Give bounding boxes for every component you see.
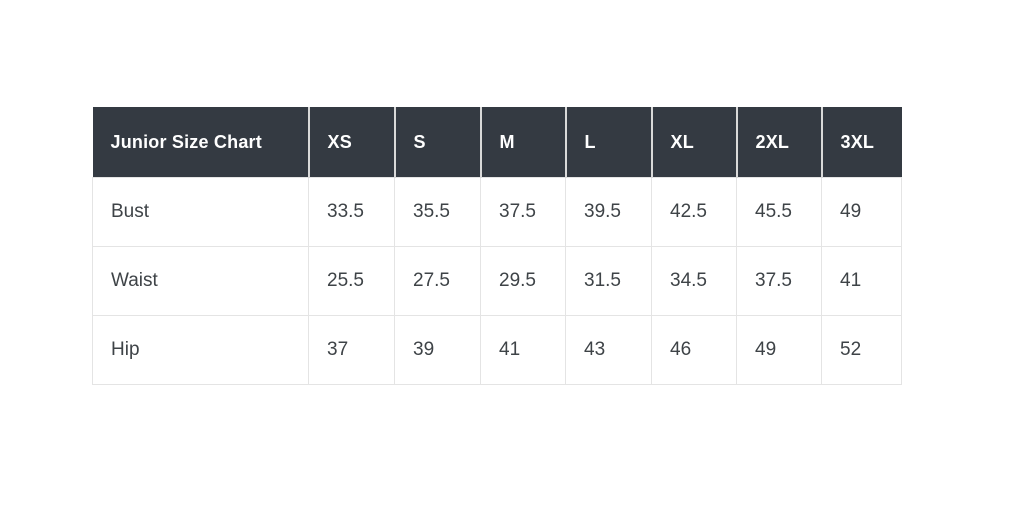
header-row: Junior Size Chart XS S M L XL 2XL 3XL [92, 107, 902, 178]
table-row-waist: Waist 25.5 27.5 29.5 31.5 34.5 37.5 41 [92, 246, 902, 316]
size-value-cell: 41 [480, 315, 566, 385]
size-column-header-xs: XS [308, 107, 396, 178]
table-row-bust: Bust 33.5 35.5 37.5 39.5 42.5 45.5 49 [92, 177, 902, 247]
size-column-header-s: S [394, 107, 482, 178]
size-value-cell: 37 [308, 315, 395, 385]
size-value-cell: 39 [394, 315, 481, 385]
table-header: Junior Size Chart XS S M L XL 2XL 3XL [92, 107, 902, 178]
size-chart-container: Junior Size Chart XS S M L XL 2XL 3XL Bu… [92, 107, 902, 385]
size-value-cell: 39.5 [565, 177, 652, 247]
size-value-cell: 49 [821, 177, 902, 247]
size-value-cell: 43 [565, 315, 652, 385]
size-value-cell: 52 [821, 315, 902, 385]
size-column-header-2xl: 2XL [736, 107, 823, 178]
size-value-cell: 31.5 [565, 246, 652, 316]
measurement-row-label: Hip [92, 315, 309, 385]
size-column-header-m: M [480, 107, 567, 178]
size-value-cell: 45.5 [736, 177, 822, 247]
size-value-cell: 37.5 [480, 177, 566, 247]
size-column-header-xl: XL [651, 107, 738, 178]
size-column-header-3xl: 3XL [821, 107, 902, 178]
measurement-row-label: Waist [92, 246, 309, 316]
size-value-cell: 33.5 [308, 177, 395, 247]
size-value-cell: 41 [821, 246, 902, 316]
table-row-hip: Hip 37 39 41 43 46 49 52 [92, 315, 902, 385]
junior-size-chart-table: Junior Size Chart XS S M L XL 2XL 3XL Bu… [92, 107, 902, 385]
size-value-cell: 25.5 [308, 246, 395, 316]
size-column-header-l: L [565, 107, 653, 178]
size-value-cell: 27.5 [394, 246, 481, 316]
size-value-cell: 46 [651, 315, 737, 385]
size-value-cell: 37.5 [736, 246, 822, 316]
size-value-cell: 35.5 [394, 177, 481, 247]
size-value-cell: 34.5 [651, 246, 737, 316]
size-value-cell: 29.5 [480, 246, 566, 316]
table-title-cell: Junior Size Chart [92, 107, 310, 178]
size-value-cell: 42.5 [651, 177, 737, 247]
size-value-cell: 49 [736, 315, 822, 385]
measurement-row-label: Bust [92, 177, 309, 247]
table-body: Bust 33.5 35.5 37.5 39.5 42.5 45.5 49 Wa… [92, 177, 902, 385]
